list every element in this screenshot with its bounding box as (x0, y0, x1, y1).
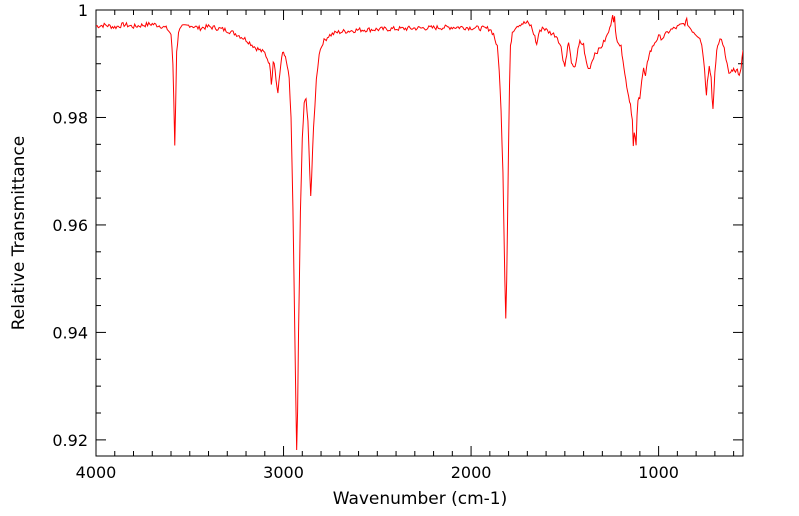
axis-tick-labels: 4000 3000 2000 1000 1 0.98 0.96 0.94 0.92 (52, 1, 679, 482)
y-tick-label: 0.94 (52, 323, 88, 342)
x-tick-label: 3000 (263, 463, 304, 482)
axis-ticks (95, 9, 743, 456)
x-tick-label: 4000 (76, 463, 117, 482)
series-group (96, 14, 743, 450)
x-tick-label: 2000 (451, 463, 492, 482)
x-tick-label: 1000 (638, 463, 679, 482)
spectrum-line (96, 14, 743, 450)
x-axis-title: Wavenumber (cm-1) (333, 489, 508, 509)
y-tick-label: 0.96 (52, 216, 88, 235)
y-tick-label: 0.92 (52, 431, 88, 450)
y-tick-label: 1 (78, 1, 88, 20)
y-axis-title: Relative Transmittance (9, 136, 29, 331)
y-tick-label: 0.98 (52, 108, 88, 127)
plot-area (95, 9, 744, 457)
